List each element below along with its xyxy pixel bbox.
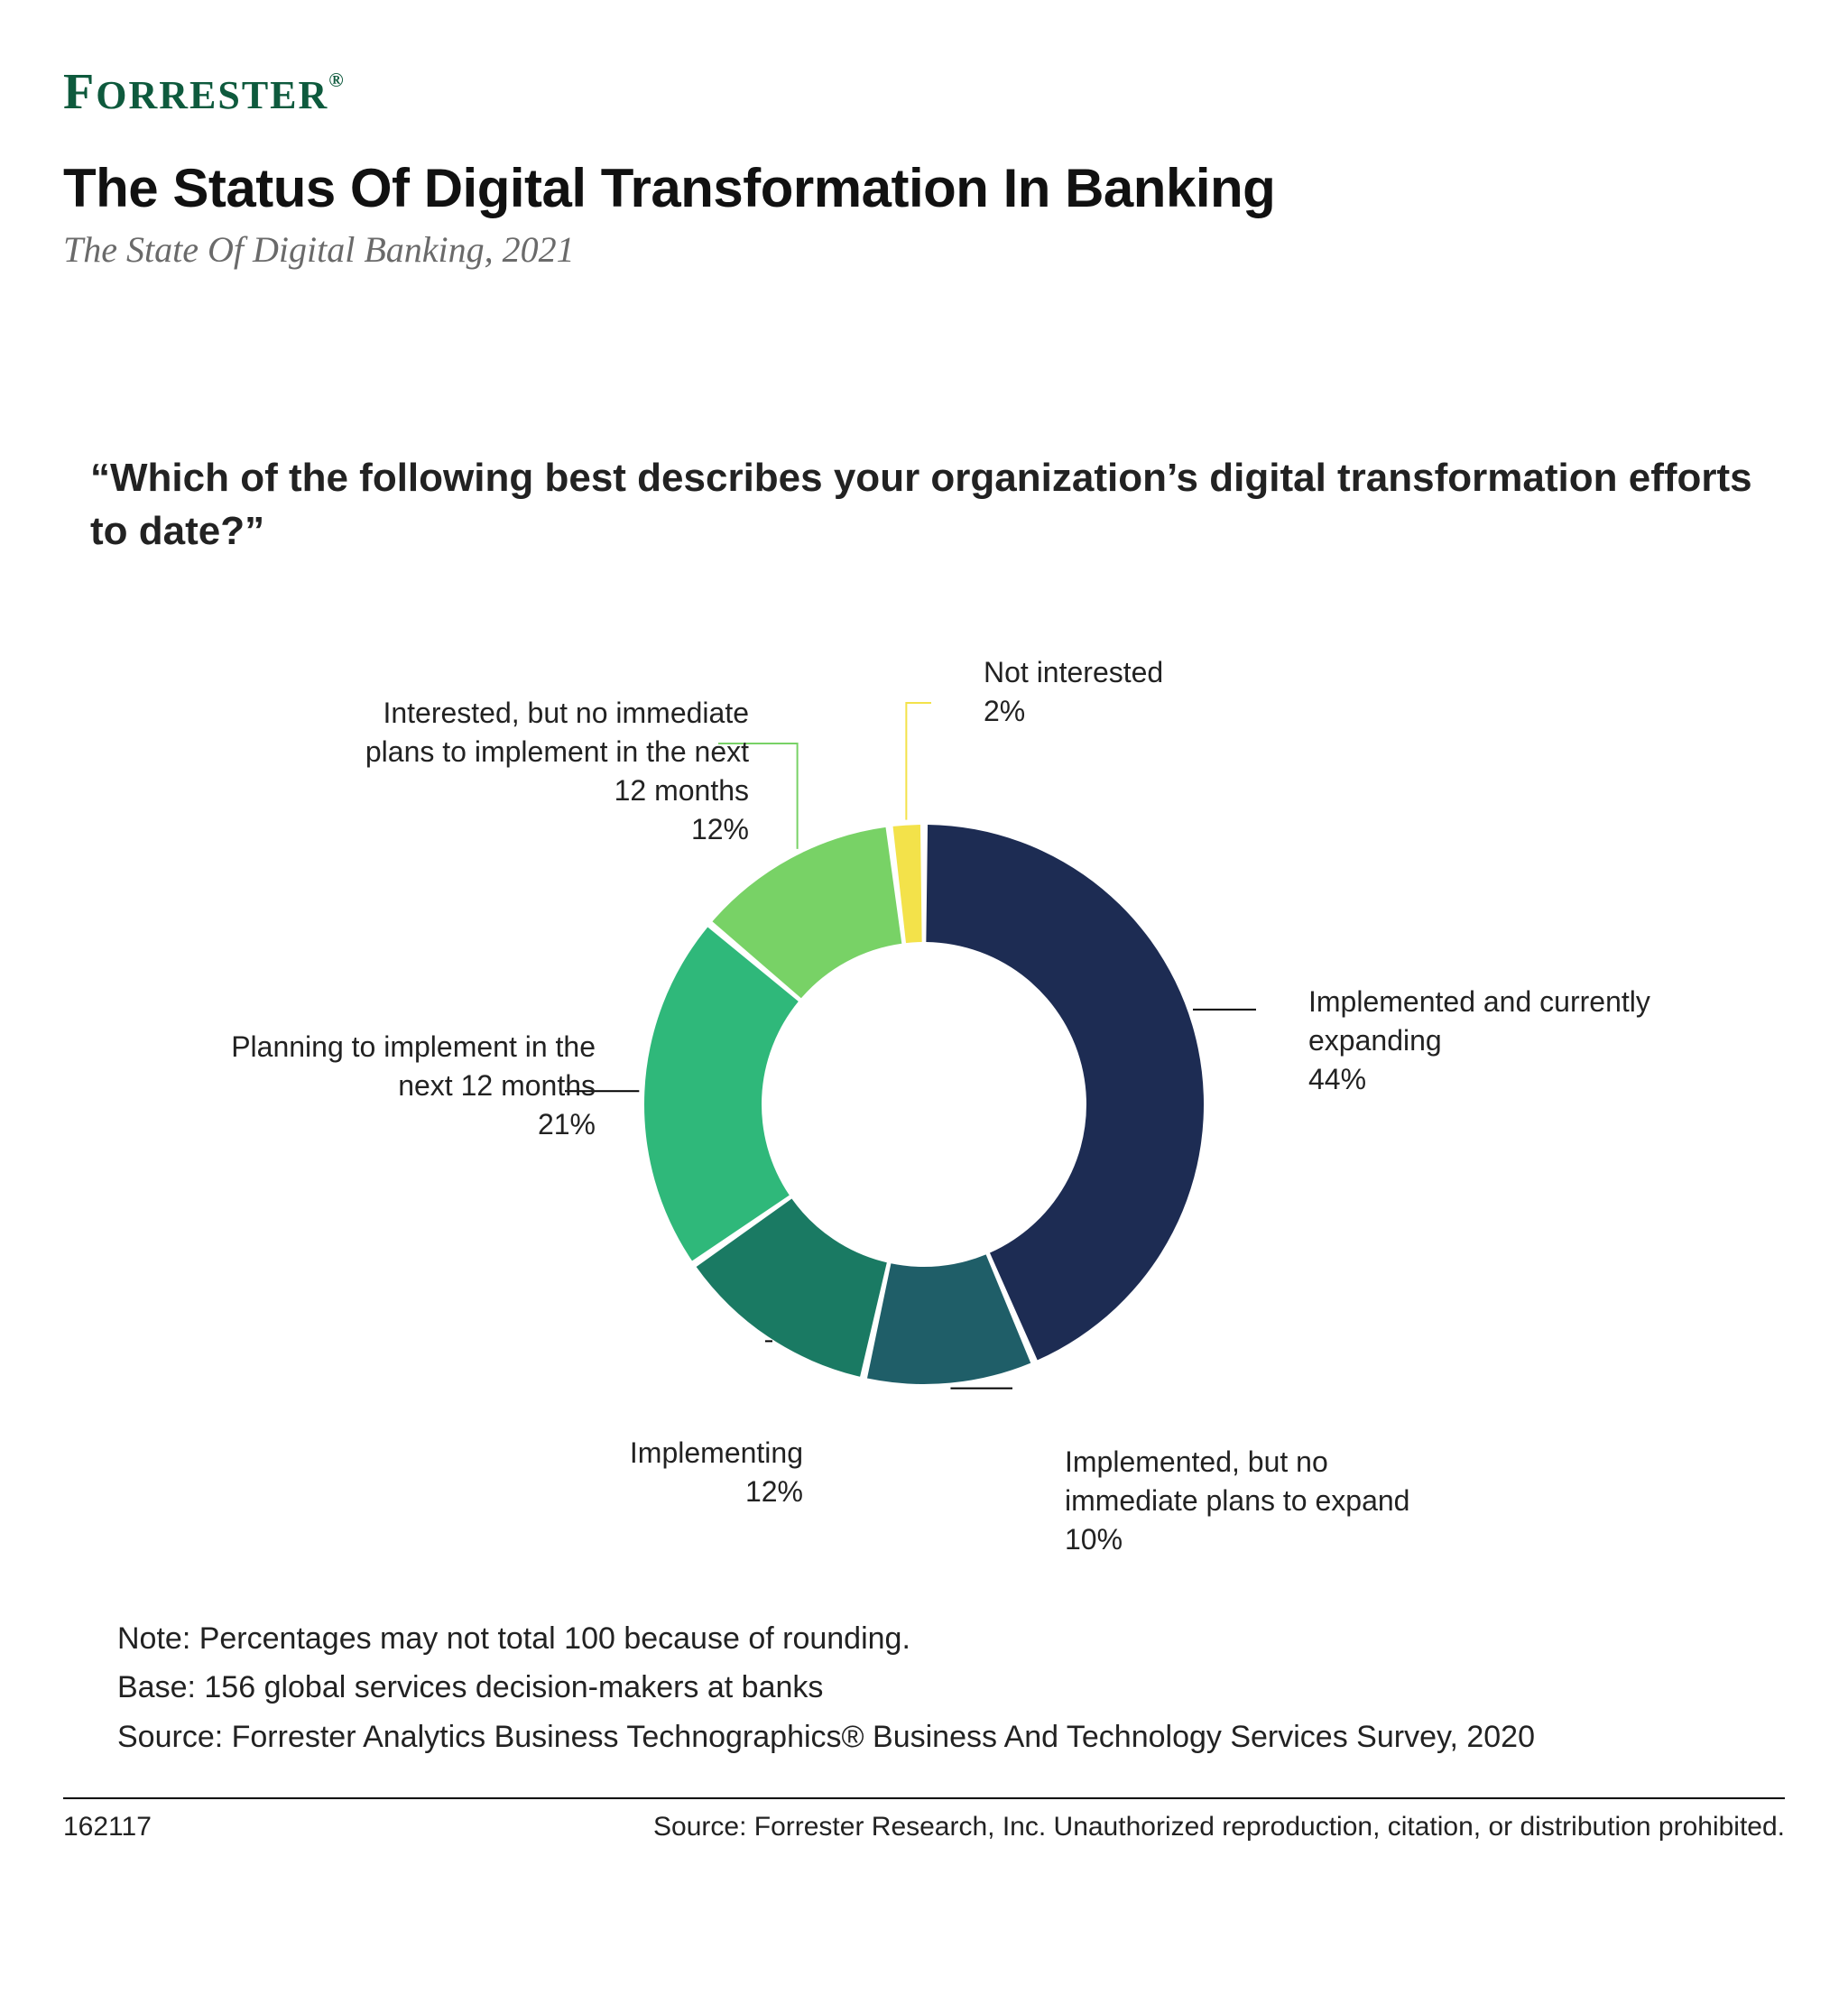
segment-label-pct: 2% (984, 692, 1372, 731)
segment-label-pct: 21% (208, 1105, 596, 1144)
brand-logo: FORRESTER® (63, 63, 1785, 121)
segment-label-pct: 12% (415, 1473, 803, 1511)
segment-label: Planning to implement in the next 12 mon… (208, 1028, 596, 1145)
segment-label-text: Interested, but no immediate plans to im… (365, 697, 749, 807)
segment-label-pct: 10% (1065, 1520, 1453, 1559)
segment-label: Interested, but no immediate plans to im… (361, 694, 749, 850)
segment-label: Implemented and currently expanding44% (1308, 983, 1696, 1100)
segment-label-text: Implemented and currently expanding (1308, 985, 1650, 1057)
chart-notes: Note: Percentages may not total 100 beca… (117, 1614, 1758, 1761)
footer-id: 162117 (63, 1812, 152, 1842)
segment-label-text: Implemented, but no immediate plans to e… (1065, 1445, 1409, 1517)
page-subtitle: The State Of Digital Banking, 2021 (63, 228, 1785, 271)
segment-label: Implemented, but no immediate plans to e… (1065, 1443, 1453, 1560)
note-source: Source: Forrester Analytics Business Tec… (117, 1713, 1758, 1761)
segment-label-text: Planning to implement in the next 12 mon… (231, 1030, 596, 1102)
page-title: The Status Of Digital Transformation In … (63, 157, 1785, 219)
segment-label-text: Not interested (984, 656, 1163, 688)
note-base: Base: 156 global services decision-maker… (117, 1663, 1758, 1712)
segment-label-pct: 44% (1308, 1060, 1696, 1099)
footer-copyright: Source: Forrester Research, Inc. Unautho… (653, 1812, 1785, 1842)
footer-rule (63, 1797, 1785, 1799)
donut-chart: Implemented and currently expanding44%Im… (63, 631, 1785, 1578)
segment-label: Implementing 12% (415, 1434, 803, 1511)
segment-label-pct: 12% (361, 810, 749, 849)
leader-line (906, 703, 931, 820)
segment-label-text: Implementing (630, 1436, 803, 1469)
segment-label: Not interested 2% (984, 653, 1372, 731)
survey-question: “Which of the following best describes y… (90, 451, 1758, 559)
note-rounding: Note: Percentages may not total 100 beca… (117, 1614, 1758, 1663)
footer: 162117 Source: Forrester Research, Inc. … (63, 1812, 1785, 1842)
